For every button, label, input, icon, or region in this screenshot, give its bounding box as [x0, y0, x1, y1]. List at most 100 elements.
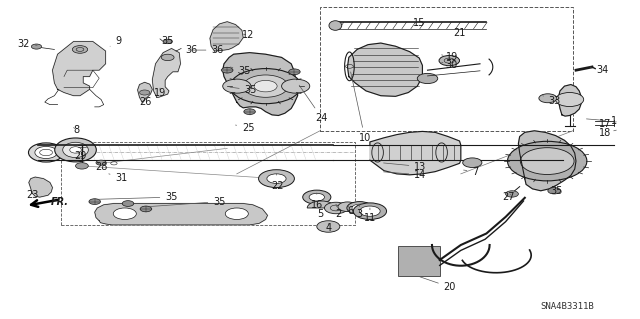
- Polygon shape: [52, 41, 106, 96]
- Text: 6: 6: [347, 205, 353, 216]
- Text: 9: 9: [110, 36, 122, 47]
- Circle shape: [31, 44, 42, 49]
- Text: 14: 14: [383, 170, 427, 180]
- Circle shape: [506, 191, 518, 197]
- Circle shape: [520, 148, 574, 174]
- Text: 7: 7: [463, 167, 479, 177]
- Circle shape: [267, 174, 286, 183]
- Circle shape: [352, 204, 367, 212]
- Circle shape: [163, 39, 172, 44]
- Circle shape: [223, 79, 251, 93]
- Polygon shape: [95, 204, 268, 225]
- Text: 3: 3: [356, 204, 363, 219]
- Text: 13: 13: [383, 161, 427, 172]
- Circle shape: [556, 93, 584, 107]
- Text: 24: 24: [299, 85, 328, 123]
- Circle shape: [338, 202, 357, 211]
- Text: 36: 36: [186, 45, 198, 55]
- Text: 17: 17: [598, 119, 616, 129]
- Polygon shape: [29, 177, 52, 197]
- Text: 19: 19: [154, 87, 166, 98]
- Text: 23: 23: [26, 189, 38, 200]
- Polygon shape: [152, 48, 180, 97]
- Circle shape: [113, 208, 136, 219]
- Ellipse shape: [63, 142, 88, 158]
- Text: 31: 31: [109, 173, 128, 183]
- Circle shape: [282, 79, 310, 93]
- Circle shape: [303, 190, 331, 204]
- Circle shape: [417, 73, 438, 84]
- Circle shape: [548, 188, 561, 194]
- Text: 35: 35: [97, 192, 178, 202]
- Text: 19: 19: [442, 52, 458, 63]
- Text: 35: 35: [150, 197, 226, 207]
- Text: 11: 11: [364, 208, 376, 223]
- Text: 16: 16: [310, 193, 323, 210]
- Text: 18: 18: [598, 128, 616, 138]
- Circle shape: [161, 54, 174, 61]
- Circle shape: [96, 160, 106, 165]
- Ellipse shape: [28, 143, 64, 162]
- Text: 1: 1: [586, 116, 618, 126]
- Text: 8: 8: [74, 125, 80, 135]
- Polygon shape: [223, 53, 298, 115]
- Circle shape: [360, 206, 380, 216]
- Circle shape: [140, 90, 150, 95]
- Polygon shape: [558, 85, 581, 116]
- Bar: [61, 142, 355, 225]
- Text: 28: 28: [95, 162, 108, 172]
- Text: 35: 35: [230, 85, 257, 95]
- Text: 4: 4: [325, 223, 332, 233]
- Text: 35: 35: [161, 36, 174, 47]
- Circle shape: [324, 202, 348, 214]
- Circle shape: [353, 203, 387, 219]
- Circle shape: [347, 202, 372, 214]
- Circle shape: [317, 221, 340, 232]
- Circle shape: [225, 208, 248, 219]
- Text: 30: 30: [442, 60, 458, 70]
- Circle shape: [76, 163, 88, 169]
- Text: 35: 35: [230, 66, 251, 76]
- Circle shape: [122, 201, 134, 206]
- Circle shape: [221, 67, 233, 73]
- Text: 12: 12: [242, 30, 255, 40]
- Circle shape: [439, 56, 460, 66]
- Polygon shape: [210, 22, 243, 51]
- Text: 35: 35: [550, 186, 563, 197]
- Text: 21: 21: [453, 27, 466, 38]
- Circle shape: [508, 141, 587, 181]
- Circle shape: [309, 193, 324, 201]
- Wedge shape: [307, 201, 335, 208]
- Circle shape: [244, 109, 255, 115]
- Ellipse shape: [55, 138, 96, 162]
- Circle shape: [243, 75, 288, 97]
- Ellipse shape: [35, 146, 58, 159]
- Polygon shape: [518, 131, 576, 191]
- Text: 34: 34: [590, 65, 609, 75]
- Ellipse shape: [329, 21, 342, 30]
- Polygon shape: [348, 43, 422, 96]
- Bar: [398, 246, 440, 276]
- Ellipse shape: [70, 147, 81, 153]
- Text: 15: 15: [413, 18, 426, 28]
- Text: 36: 36: [188, 45, 224, 55]
- Text: 33: 33: [543, 96, 561, 107]
- Text: FR.: FR.: [51, 197, 69, 207]
- Circle shape: [289, 69, 300, 75]
- Bar: [320, 7, 573, 131]
- Circle shape: [72, 46, 88, 53]
- Circle shape: [254, 80, 277, 92]
- Text: 5: 5: [317, 206, 323, 219]
- Circle shape: [463, 158, 482, 167]
- Text: 2: 2: [335, 204, 341, 219]
- Text: 32: 32: [17, 39, 37, 49]
- Circle shape: [259, 170, 294, 188]
- Circle shape: [89, 199, 100, 204]
- Circle shape: [230, 69, 301, 104]
- Polygon shape: [370, 131, 461, 175]
- Text: 25: 25: [236, 122, 255, 133]
- Text: SNA4B3311B: SNA4B3311B: [541, 302, 595, 311]
- Text: 22: 22: [271, 174, 284, 191]
- Polygon shape: [138, 82, 152, 102]
- Circle shape: [539, 94, 557, 103]
